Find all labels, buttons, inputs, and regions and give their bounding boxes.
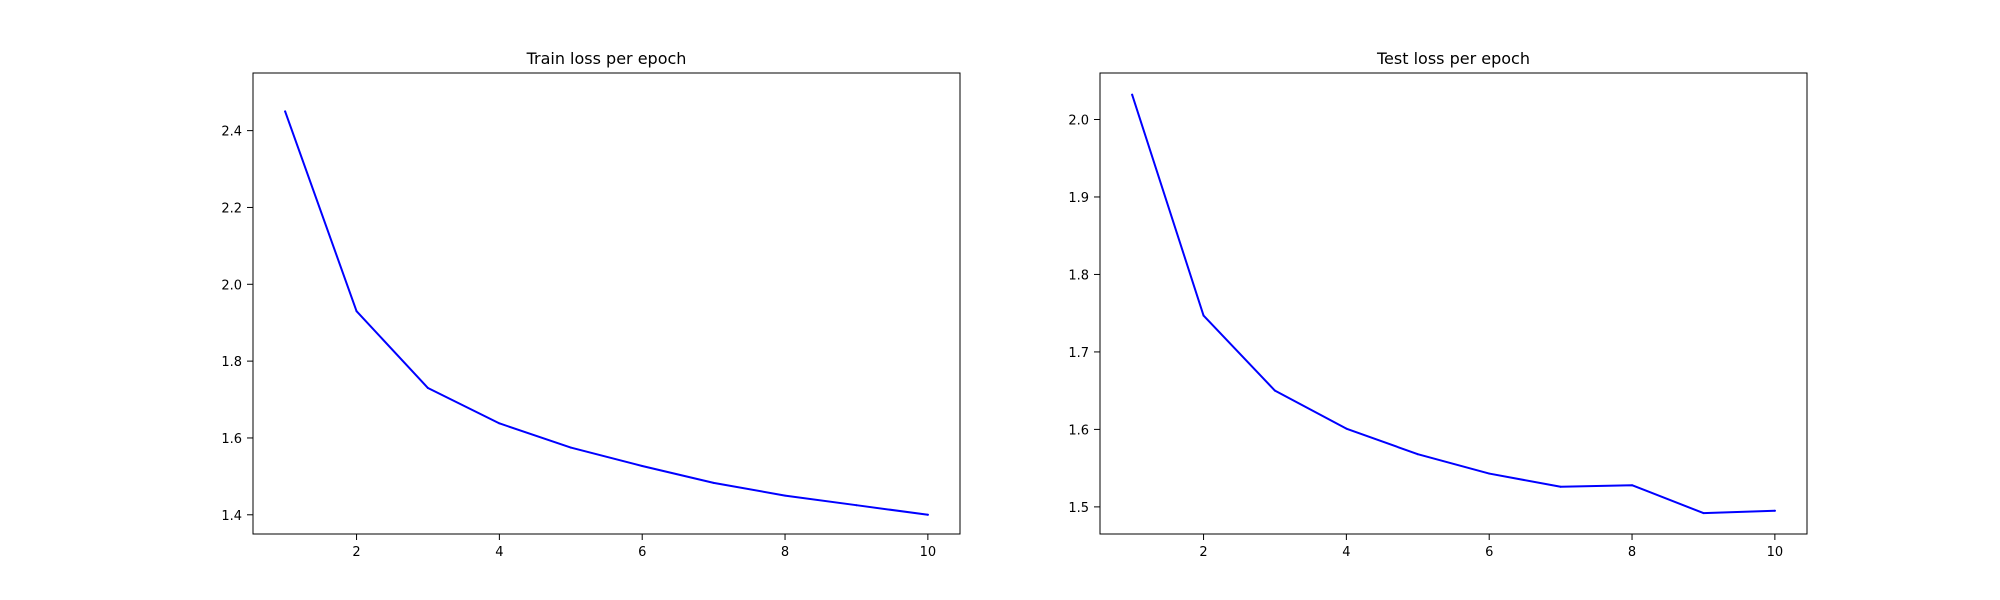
x-tick-label: 4 xyxy=(495,545,503,560)
y-axis-ticks: 1.5 1.6 1.7 1.8 1.9 2.0 xyxy=(1068,113,1100,516)
loss-data-point xyxy=(1345,427,1348,430)
loss-data-point xyxy=(426,387,429,390)
x-tick-label: 6 xyxy=(1485,545,1493,560)
y-axis-ticks: 1.4 1.6 1.8 2.0 2.2 2.4 xyxy=(221,125,253,524)
plot-frame xyxy=(252,72,961,535)
x-tick-label: 8 xyxy=(781,545,789,560)
y-tick-label: 1.5 xyxy=(1068,501,1089,516)
loss-data-point xyxy=(498,422,501,425)
y-tick-label: 1.8 xyxy=(1068,268,1089,283)
x-tick-label: 8 xyxy=(1628,545,1636,560)
y-tick-label: 1.4 xyxy=(221,509,242,524)
y-tick-label: 1.7 xyxy=(1068,346,1089,361)
series-group xyxy=(1131,93,1776,515)
series-group xyxy=(284,110,929,516)
y-tick-label: 2.2 xyxy=(221,201,242,216)
x-tick-label: 10 xyxy=(920,545,937,560)
loss-data-point xyxy=(569,446,572,449)
y-tick-label: 2.0 xyxy=(1068,113,1089,128)
chart-title: Train loss per epoch xyxy=(526,49,687,68)
plot-frame xyxy=(1099,72,1808,535)
x-axis-ticks: 2 4 6 8 10 xyxy=(352,534,936,560)
loss-data-point xyxy=(1202,314,1205,317)
loss-data-point xyxy=(1631,484,1634,487)
loss-data-point xyxy=(355,310,358,313)
loss-series-line xyxy=(1131,93,1776,515)
loss-series-line xyxy=(284,110,929,516)
x-tick-label: 2 xyxy=(1199,545,1207,560)
y-tick-label: 1.6 xyxy=(221,432,242,447)
y-tick-label: 1.9 xyxy=(1068,191,1089,206)
loss-data-point xyxy=(1702,512,1705,515)
x-tick-label: 4 xyxy=(1342,545,1350,560)
loss-data-point xyxy=(1131,93,1134,96)
chart-title: Test loss per epoch xyxy=(1376,49,1530,68)
loss-data-point xyxy=(926,513,929,516)
train-loss-chart: Train loss per epoch 2 4 6 8 10 1.4 1.6 1.8 2.0… xyxy=(221,49,961,560)
y-tick-label: 1.6 xyxy=(1068,423,1089,438)
test-loss-chart: Test loss per epoch 2 4 6 8 10 1.51.61.71.81… xyxy=(1068,49,1808,560)
x-tick-label: 6 xyxy=(638,545,646,560)
loss-data-point xyxy=(284,110,287,113)
loss-data-point xyxy=(855,504,858,507)
x-axis-ticks: 2 4 6 8 10 xyxy=(1199,534,1783,560)
loss-data-point xyxy=(784,494,787,497)
y-tick-label: 2.0 xyxy=(221,278,242,293)
loss-data-point xyxy=(1273,389,1276,392)
loss-data-point xyxy=(1416,453,1419,456)
y-tick-label: 1.8 xyxy=(221,355,242,370)
loss-data-point xyxy=(641,465,644,468)
x-tick-label: 2 xyxy=(352,545,360,560)
loss-data-point xyxy=(1773,509,1776,512)
loss-data-point xyxy=(1559,485,1562,488)
loss-data-point xyxy=(1488,472,1491,475)
y-tick-label: 2.4 xyxy=(221,125,242,140)
loss-data-point xyxy=(712,481,715,484)
x-tick-label: 10 xyxy=(1767,545,1784,560)
